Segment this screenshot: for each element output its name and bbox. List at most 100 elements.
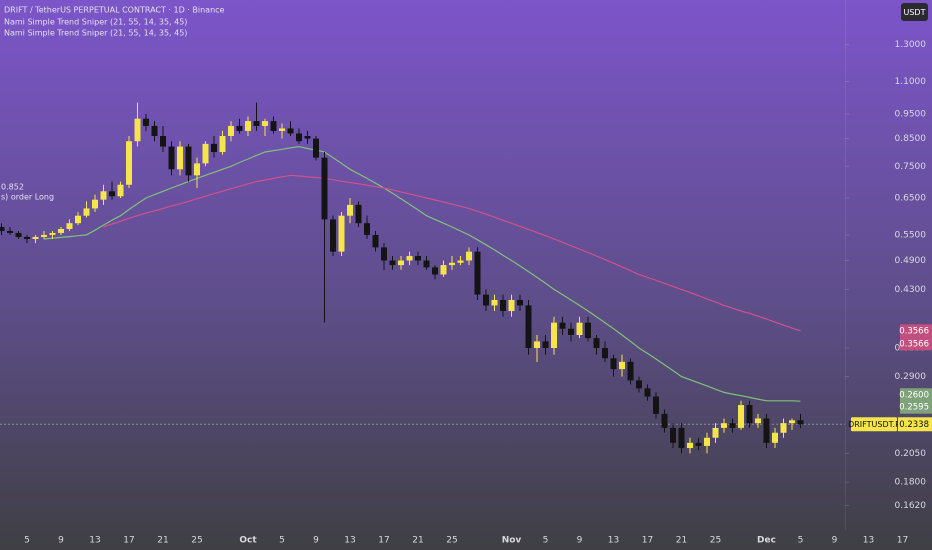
candle-body xyxy=(746,405,753,424)
candle-body xyxy=(670,427,676,443)
x-tick-label: 5 xyxy=(24,536,30,546)
candle-body xyxy=(236,125,243,131)
candle-body xyxy=(449,262,455,266)
candle-body xyxy=(296,133,302,142)
candle-body xyxy=(653,396,659,414)
x-tick-label: 13 xyxy=(344,536,355,546)
candle-body xyxy=(49,232,56,235)
candle-body xyxy=(559,322,566,329)
candle-body xyxy=(245,121,251,131)
last-price-box xyxy=(898,417,932,432)
candle-body xyxy=(797,420,804,425)
candle-body xyxy=(585,322,591,339)
currency-button-label[interactable]: USDT xyxy=(904,8,926,17)
candle-body xyxy=(474,251,481,295)
candle-body xyxy=(228,125,234,137)
candle-body xyxy=(576,322,583,335)
candle-body xyxy=(389,260,396,266)
x-tick-label: 13 xyxy=(89,536,100,546)
candle-body xyxy=(729,423,736,428)
candle-body xyxy=(100,191,107,200)
x-tick-label: 9 xyxy=(313,536,319,546)
candle-body xyxy=(75,215,81,224)
candle-body xyxy=(440,265,447,275)
currency-button[interactable] xyxy=(901,3,928,21)
y-tick-label: 0.9500 xyxy=(895,109,927,119)
candle-body xyxy=(483,294,489,306)
candle-body xyxy=(457,260,464,263)
candle-body xyxy=(304,136,311,139)
y-tick-label: 0.1620 xyxy=(895,501,927,511)
candle-body xyxy=(619,361,625,370)
candle-body xyxy=(364,223,370,235)
candle-body xyxy=(610,358,617,370)
indicator-label: Nami Simple Trend Sniper (21, 55, 14, 35… xyxy=(4,18,187,27)
candle-body xyxy=(398,260,404,266)
candle-body xyxy=(500,299,506,312)
price-label: 0.2595 xyxy=(899,403,929,413)
candle-body xyxy=(381,247,387,261)
candle-body xyxy=(41,234,47,237)
x-tick-label: 21 xyxy=(676,536,687,546)
candle-body xyxy=(219,136,226,153)
candle-body xyxy=(253,121,260,126)
candle-body xyxy=(151,125,158,137)
x-tick-label: Dec xyxy=(757,536,776,546)
candle-body xyxy=(644,388,651,397)
candle-body xyxy=(109,191,115,197)
candle-body xyxy=(211,143,217,153)
candle-body xyxy=(661,413,668,428)
price-label: 0.2600 xyxy=(899,390,929,400)
candle-body xyxy=(32,236,39,240)
y-tick-label: 0.6500 xyxy=(895,193,927,203)
x-tick-label: 25 xyxy=(446,536,457,546)
y-tick-label: 1.1000 xyxy=(895,77,927,87)
x-tick-label: 5 xyxy=(798,536,804,546)
candle-body xyxy=(168,146,175,170)
candle-body xyxy=(160,136,166,147)
candle-body xyxy=(270,121,277,131)
candle-body xyxy=(372,234,379,248)
candle-body xyxy=(347,204,353,216)
candle-body xyxy=(432,267,438,275)
price-label: 0.3566 xyxy=(899,326,929,336)
candle-body xyxy=(568,328,574,335)
candle-body xyxy=(525,305,532,348)
x-tick-label: 17 xyxy=(378,536,389,546)
candle-body xyxy=(58,228,64,233)
price-label: 0.3566 xyxy=(899,339,929,349)
x-tick-label: 25 xyxy=(710,536,721,546)
candle-body xyxy=(287,128,294,134)
candle-body xyxy=(0,227,5,231)
candle-body xyxy=(24,236,30,240)
candle-body xyxy=(602,347,608,359)
candle-body xyxy=(636,380,642,389)
candle-body xyxy=(117,184,124,197)
candle-body xyxy=(321,157,328,220)
price-label-box xyxy=(900,400,932,414)
candle-body xyxy=(279,128,285,131)
candle-body xyxy=(687,442,693,449)
candle-body xyxy=(355,204,362,224)
last-price-name: DRIFTUSDT.P xyxy=(848,420,900,429)
candle-body xyxy=(83,208,90,216)
candle-body xyxy=(508,299,515,312)
y-tick-label: 0.5500 xyxy=(895,230,927,240)
candle-body xyxy=(134,118,141,142)
candle-body xyxy=(143,118,149,126)
x-tick-label: 5 xyxy=(279,536,285,546)
candle-body xyxy=(789,420,795,424)
chart-title: DRIFT / TetherUS PERPETUAL CONTRACT · 1D… xyxy=(4,6,225,15)
candle-body xyxy=(678,427,685,449)
last-price-name-box xyxy=(851,417,897,432)
candle-body xyxy=(712,427,719,438)
candle-body xyxy=(92,199,98,209)
candle-body xyxy=(695,442,702,446)
x-tick-label: 25 xyxy=(191,536,202,546)
x-tick-label: Nov xyxy=(502,536,522,546)
candle-body xyxy=(177,146,183,170)
candle-body xyxy=(7,230,13,233)
candle-body xyxy=(534,341,540,348)
x-tick-label: 9 xyxy=(832,536,838,546)
